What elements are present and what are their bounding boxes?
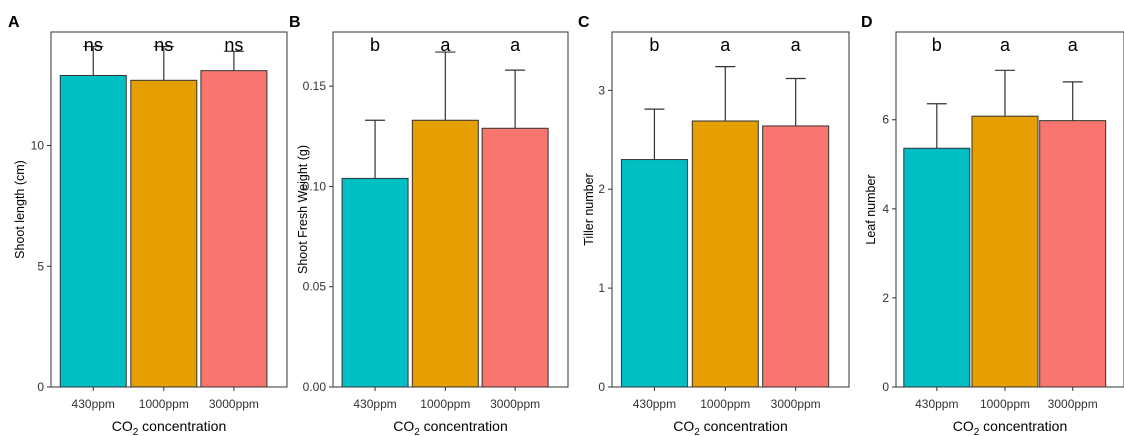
y-tick-label: 4: [882, 202, 889, 216]
x-axis-title: CO2 concentration: [953, 418, 1068, 436]
panel-letter: B: [289, 14, 301, 31]
y-tick-label: 0.05: [303, 280, 327, 294]
x-tick-label: 430ppm: [915, 397, 958, 411]
significance-label: a: [510, 35, 521, 55]
bar-3000ppm: [481, 127, 549, 388]
significance-label: a: [720, 35, 731, 55]
significance-label: a: [1000, 35, 1011, 55]
bar-430ppm: [620, 159, 688, 388]
bar-3000ppm: [200, 70, 268, 388]
significance-label: b: [649, 35, 659, 55]
panel-letter: C: [578, 14, 590, 31]
y-tick-label: 0.00: [303, 380, 327, 394]
bar-3000ppm: [1039, 120, 1107, 388]
y-tick-label: 3: [598, 83, 605, 97]
panel-b: B 0.00 0.05 0.10 0.15 b 430ppm a 1000ppm a 3000ppm…: [289, 14, 569, 436]
x-axis-title: CO2 concentration: [112, 418, 227, 436]
significance-label: a: [1068, 35, 1079, 55]
x-axis-title-main: CO: [393, 418, 414, 434]
significance-label: ns: [154, 35, 173, 55]
x-tick-label: 3000ppm: [771, 397, 821, 411]
y-tick-label: 1: [598, 281, 605, 295]
significance-label: ns: [84, 35, 103, 55]
x-axis-title-main: CO: [953, 418, 974, 434]
bar-430ppm: [59, 74, 127, 388]
x-axis-title-subscript: 2: [133, 427, 139, 436]
x-tick-label: 1000ppm: [139, 397, 189, 411]
x-tick-label: 3000ppm: [490, 397, 540, 411]
bar-3000ppm: [762, 125, 830, 388]
y-tick-label: 2: [598, 182, 605, 196]
x-tick-label: 430ppm: [633, 397, 676, 411]
significance-label: ns: [224, 35, 243, 55]
panel-a: A 0 5 10 ns 430ppm ns 1000ppm ns 3000ppm Shoot len…: [8, 14, 288, 436]
plot-frame: [50, 31, 288, 388]
x-axis-title-rest: concentration: [700, 418, 788, 434]
x-axis-title-rest: concentration: [979, 418, 1067, 434]
y-tick-label: 2: [882, 291, 889, 305]
x-axis-title-rest: concentration: [420, 418, 508, 434]
x-axis-title: CO2 concentration: [673, 418, 788, 436]
x-axis-title-subscript: 2: [974, 427, 980, 436]
significance-label: b: [932, 35, 942, 55]
y-tick-label: 0.15: [303, 79, 327, 93]
x-tick-label: 1000ppm: [420, 397, 470, 411]
y-tick-label: 0: [882, 380, 889, 394]
significance-label: a: [440, 35, 451, 55]
y-tick-label: 5: [37, 259, 44, 273]
x-axis-title: CO2 concentration: [393, 418, 508, 436]
x-tick-label: 1000ppm: [700, 397, 750, 411]
y-axis-title: Tiller number: [582, 173, 596, 245]
x-tick-label: 430ppm: [72, 397, 115, 411]
bar-1000ppm: [130, 79, 198, 388]
panel-c: C 0 1 2 3 b 430ppm a 1000ppm a 3000ppm Tiller numbe…: [578, 14, 850, 436]
y-axis-title: Leaf number: [864, 174, 878, 244]
y-tick-label: 6: [882, 113, 889, 127]
bar-1000ppm: [411, 119, 479, 388]
bar-430ppm: [903, 147, 971, 388]
y-tick-label: 0: [598, 380, 605, 394]
panel-letter: A: [8, 14, 20, 31]
y-axis-title: Shoot length (cm): [13, 160, 27, 259]
x-tick-label: 430ppm: [353, 397, 396, 411]
significance-label: b: [370, 35, 380, 55]
plot-frame: [332, 31, 569, 388]
x-axis-title-subscript: 2: [414, 427, 420, 436]
plot-frame: [611, 31, 850, 388]
bar-1000ppm: [691, 120, 759, 388]
x-tick-label: 3000ppm: [1048, 397, 1098, 411]
y-tick-label: 10: [31, 139, 45, 153]
significance-label: a: [791, 35, 802, 55]
y-axis-title: Shoot Fresh Weight (g): [296, 145, 310, 274]
y-tick-label: 0: [37, 380, 44, 394]
panel-letter: D: [861, 14, 873, 31]
bar-430ppm: [341, 177, 409, 388]
x-axis-title-rest: concentration: [138, 418, 226, 434]
x-axis-title-main: CO: [112, 418, 133, 434]
x-axis-title-subscript: 2: [694, 427, 700, 436]
bar-1000ppm: [971, 115, 1039, 388]
x-axis-title-main: CO: [673, 418, 694, 434]
plot-frame: [895, 31, 1124, 388]
panel-d: D 0 2 4 6 b 430ppm a 1000ppm a 3000ppm Leaf number C…: [861, 14, 1124, 436]
x-tick-label: 3000ppm: [209, 397, 259, 411]
x-tick-label: 1000ppm: [980, 397, 1030, 411]
y-tick-label: 0.10: [303, 179, 327, 193]
